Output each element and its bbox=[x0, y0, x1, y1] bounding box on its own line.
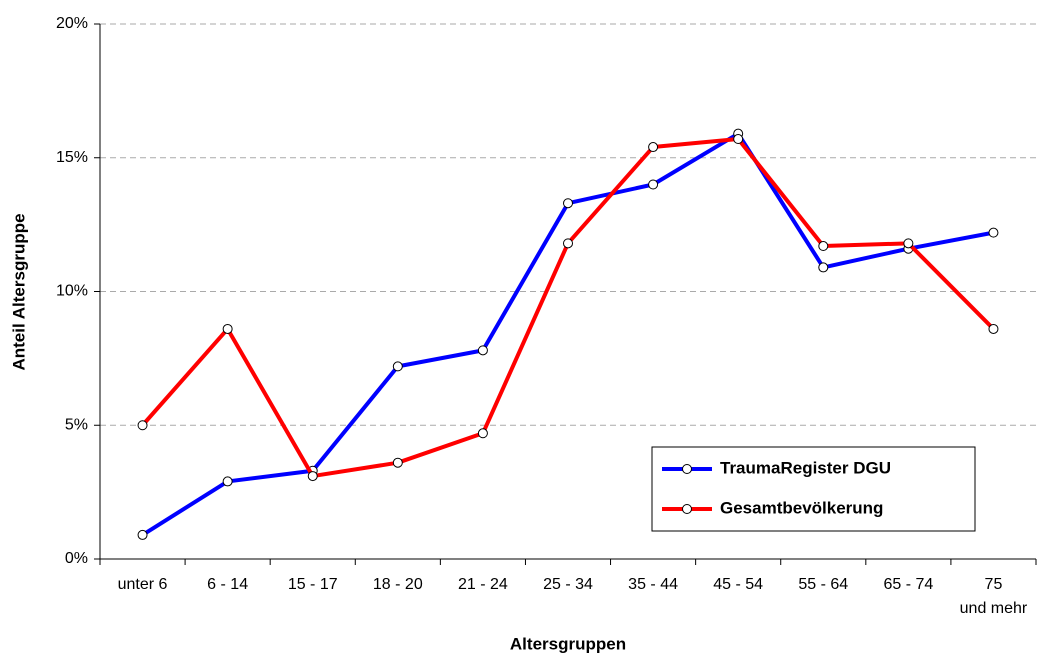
x-tick-label: 55 - 64 bbox=[798, 576, 848, 593]
data-point bbox=[988, 227, 999, 238]
y-tick-label: 20% bbox=[56, 15, 88, 32]
data-point bbox=[903, 238, 914, 249]
x-tick-label: 18 - 20 bbox=[373, 576, 423, 593]
data-point bbox=[137, 529, 148, 540]
data-point bbox=[307, 471, 318, 482]
x-tick-label: 25 - 34 bbox=[543, 576, 593, 593]
legend-marker bbox=[682, 504, 692, 514]
data-point bbox=[733, 134, 744, 145]
data-point bbox=[392, 361, 403, 372]
data-point bbox=[563, 198, 573, 209]
y-tick-label: 0% bbox=[65, 550, 88, 567]
y-axis-title: Anteil Altersgruppe bbox=[9, 213, 28, 370]
x-tick-label: 15 - 17 bbox=[288, 576, 338, 593]
legend-label: Gesamtbevölkerung bbox=[720, 498, 883, 517]
x-axis-title: Altersgruppen bbox=[510, 634, 626, 653]
x-tick-label: 6 - 14 bbox=[207, 576, 248, 593]
legend-box bbox=[651, 446, 976, 532]
x-tick-label: 75 und mehr bbox=[960, 576, 1028, 617]
data-point bbox=[648, 179, 659, 190]
x-tick-label-line: und mehr bbox=[960, 600, 1028, 617]
data-point bbox=[818, 262, 829, 273]
data-point bbox=[477, 428, 488, 439]
y-tick-label: 10% bbox=[56, 283, 88, 300]
data-point bbox=[648, 142, 659, 153]
x-tick-label: unter 6 bbox=[118, 576, 168, 593]
x-tick-label: 65 - 74 bbox=[883, 576, 933, 593]
x-tick-label: 21 - 24 bbox=[458, 576, 508, 593]
data-point bbox=[137, 420, 148, 431]
y-tick-label: 15% bbox=[56, 149, 88, 166]
x-tick-label: 45 - 54 bbox=[713, 576, 763, 593]
legend-marker bbox=[682, 464, 692, 474]
data-point bbox=[477, 345, 488, 356]
data-point bbox=[563, 238, 573, 249]
y-tick-label: 5% bbox=[65, 416, 88, 433]
data-point bbox=[222, 323, 233, 334]
x-tick-label: 35 - 44 bbox=[628, 576, 678, 593]
data-point bbox=[818, 241, 829, 252]
data-point bbox=[222, 476, 233, 487]
data-point bbox=[988, 323, 999, 334]
data-point bbox=[392, 457, 403, 468]
legend-label: TraumaRegister DGU bbox=[720, 458, 891, 477]
x-tick-label-line: 75 bbox=[985, 576, 1003, 593]
